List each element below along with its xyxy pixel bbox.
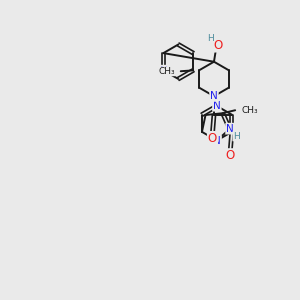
Text: O: O — [226, 149, 235, 162]
Text: N: N — [160, 66, 168, 76]
Text: CH₃: CH₃ — [159, 67, 176, 76]
Text: H: H — [233, 132, 240, 141]
Text: O: O — [213, 39, 223, 52]
Text: CH₃: CH₃ — [241, 106, 258, 115]
Text: N: N — [226, 124, 234, 134]
Text: H: H — [207, 34, 214, 43]
Text: O: O — [208, 132, 217, 145]
Text: N: N — [213, 136, 221, 146]
Text: N: N — [210, 91, 218, 101]
Text: N: N — [213, 101, 221, 111]
